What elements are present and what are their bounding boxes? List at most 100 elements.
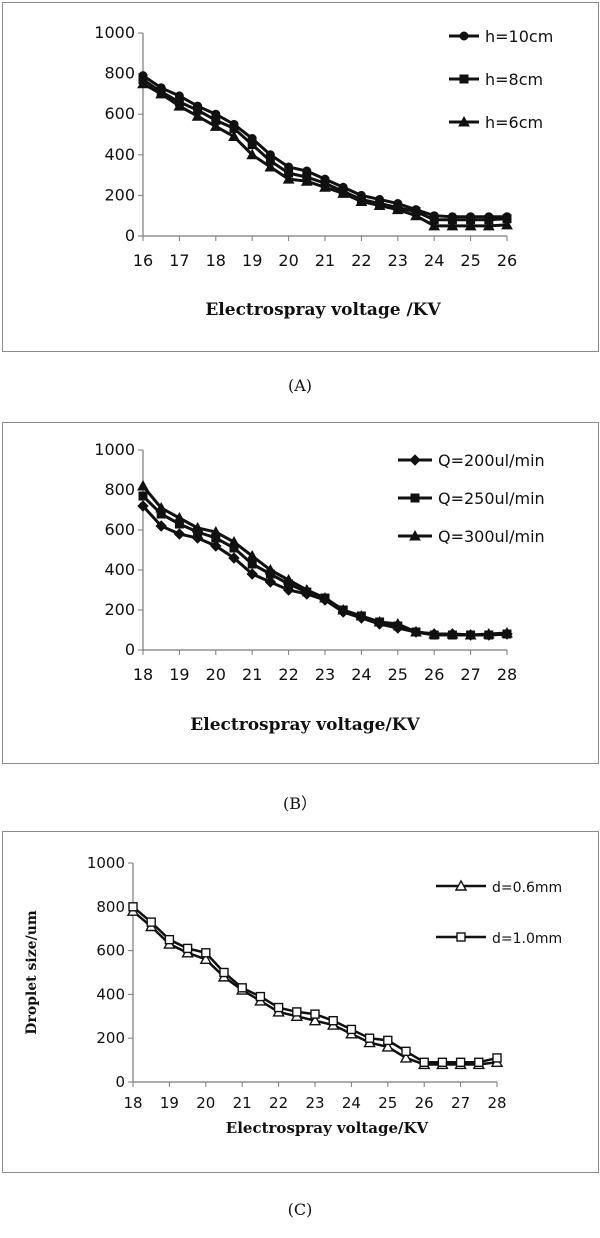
chart-a-x-tick-label: 26 [497,251,517,270]
chart-b-legend-label-2: Q=250ul/min [438,489,545,508]
chart-b-series-3-point [428,627,441,639]
chart-c-y-tick-label: 600 [96,942,125,960]
chart-a-x-axis-label: Electrospray voltage /KV [205,300,441,320]
chart-a-x-tick-label: 24 [424,251,444,270]
caption-a: (A) [287,376,313,395]
chart-c-y-tick-label: 200 [96,1029,125,1047]
chart-c-x-tick-label: 18 [123,1094,142,1112]
chart-c-x-tick-label: 20 [196,1094,215,1112]
chart-b-series-1-point [228,552,240,564]
chart-a-series-3-point [446,219,459,231]
chart-c-x-tick-label: 21 [233,1094,252,1112]
chart-b-x-tick-label: 22 [278,665,298,684]
chart-c-legend-marker-2 [456,932,466,942]
chart-b-series-1-point [246,568,258,580]
chart-b-series-3-point [282,573,295,585]
chart-a-legend-marker-1 [459,31,469,41]
chart-b-series-3-point [410,625,422,637]
chart-b-legend-label-3: Q=300ul/min [438,527,545,546]
chart-a-series-3-point [191,110,204,121]
chart-b-series-3-point [246,549,259,561]
chart-b-series-3-point [391,617,404,629]
chart-c-series-2-point [128,902,138,912]
chart-b-series-3-point [319,591,331,603]
chart-a-series-line-2 [142,78,508,222]
chart-c-series-2-point [146,917,156,927]
chart-b-series-line-2 [141,494,508,637]
chart-c-series-1-point [399,1051,413,1063]
chart-b-series-2-point [247,559,257,569]
chart-a-series-3-point [337,187,350,198]
chart-a-series-3-point [137,77,149,89]
chart-a-y-tick-label: 800 [104,64,135,83]
chart-a-x-tick-label: 25 [460,251,480,270]
chart-c-y-tick-label: 800 [96,898,125,916]
chart-a-svg: 0 200 400 600 800 1000 16 17 18 19 20 21 22 23 24 25 26 E… [94,23,553,320]
chart-c-series-2-point [419,1057,429,1067]
chart-c-series-line-1 [132,910,498,1066]
chart-b-y-tick-label: 200 [104,600,135,619]
chart-b-x-tick-label: 28 [497,665,517,684]
chart-c-series-2-point [219,967,229,978]
chart-panel-a: 0 200 400 600 800 1000 16 17 18 19 20 21 22 23 24 25 26 E… [2,2,599,352]
chart-b-series-3-point [137,479,149,491]
chart-a-series-3-point [264,160,277,172]
chart-b-x-tick-label: 23 [315,665,335,684]
chart-b-legend-marker-1 [409,454,421,466]
chart-b-series-1-point [210,540,222,552]
chart-c-y-tick-label: 400 [96,985,125,1003]
chart-b-x-tick-label: 21 [242,665,262,684]
chart-b-y-tick-label: 600 [104,520,135,539]
chart-a-x-tick-label: 18 [206,251,226,270]
chart-b-series-3-point [355,609,368,621]
chart-a-y-tick-label: 200 [104,185,135,204]
chart-b-series-3-point [373,615,386,627]
chart-c-series-2-point [273,1002,284,1013]
chart-b-legend-marker-3 [409,529,421,541]
chart-c-x-tick-label: 28 [487,1094,506,1112]
chart-c-series-2-point [292,1007,302,1017]
chart-b-series-3-point [209,525,222,537]
chart-b-series-3-point [155,501,168,513]
chart-a-x-tick-label: 20 [278,251,298,270]
chart-c-series-2-point [310,1009,320,1019]
chart-b-series-3-point [482,627,495,639]
chart-c-series-1-point [381,1040,394,1052]
chart-b-series-3-point [337,603,350,615]
chart-a-y-tick-label: 600 [104,104,135,123]
chart-b-x-tick-label: 18 [133,665,153,684]
chart-a-legend-label-2: h=8cm [485,70,543,89]
chart-b-y-tick-label: 400 [104,560,135,579]
chart-panel-b: 0 200 400 600 800 1000 18 19 20 21 22 23 24 25 26 27 28 E… [2,422,599,764]
caption-c: (C) [287,1200,313,1219]
chart-c-legend-label-1: d=0.6mm [492,880,562,896]
chart-b-x-tick-label: 24 [351,665,371,684]
chart-c-y-tick-label: 0 [115,1073,125,1091]
chart-c-x-tick-label: 26 [415,1094,434,1112]
chart-b-series-3-point [264,563,277,575]
chart-c-x-tick-label: 19 [160,1094,179,1112]
chart-c-svg: 0 200 400 600 800 1000 18 19 20 21 22 23 24 25 26 27 28 E… [24,854,562,1137]
chart-a-y-tick-label: 0 [125,226,135,245]
chart-c-x-axis-label: Electrospray voltage/KV [226,1119,429,1137]
chart-c-x-tick-label: 22 [269,1094,288,1112]
chart-c-series-2-point [383,1035,393,1046]
chart-c-series-2-point [492,1053,502,1063]
caption-b: (B） [282,794,317,813]
chart-b-y-tick-label: 800 [104,480,135,499]
chart-a-legend-marker-2 [459,74,469,84]
chart-b-series-3-point [191,521,204,533]
chart-a-series-3-point [319,181,331,192]
chart-b-x-tick-label: 19 [169,665,189,684]
chart-a-series-3-point [501,218,513,230]
chart-b-series-1-point [173,528,186,540]
chart-c-series-2-point [346,1024,357,1035]
chart-c-series-2-point [401,1046,411,1057]
chart-a-series-line-1 [142,74,507,219]
chart-a-legend-label-3: h=6cm [485,113,543,132]
chart-b-y-tick-label: 0 [125,640,135,659]
chart-b-series-3-point [228,535,240,547]
chart-c-legend-label-2: d=1.0mm [492,931,562,947]
chart-a-y-tick-label: 1000 [94,23,135,42]
chart-c-series-1-point [199,952,212,965]
